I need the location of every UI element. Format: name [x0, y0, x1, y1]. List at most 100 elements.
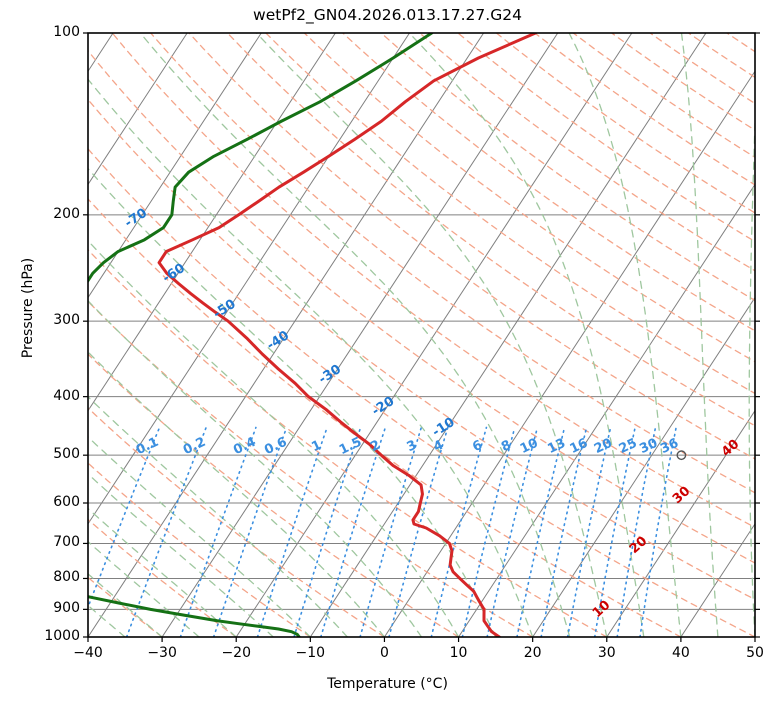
isotherm-line	[235, 33, 633, 637]
y-axis-tick-label: 500	[53, 446, 80, 463]
mixing-ratio-line	[388, 426, 449, 637]
moist-adiabat-line	[408, 33, 645, 637]
plot-content: -70-60-50-40-30-20-100.1 0.2 0.4 0.6 1 1.5 2 3 4…	[0, 20, 755, 638]
mixing-ratio-label: 16	[568, 436, 591, 457]
moist-adiabat-line	[88, 572, 163, 637]
y-axis-tick-label: 800	[53, 569, 80, 586]
dry-adiabat-line	[88, 147, 755, 637]
dewpoint-profile-line	[88, 33, 434, 637]
mixing-ratio-line	[566, 426, 612, 637]
moist-adiabat-line	[88, 540, 200, 637]
y-axis-tick-label: 100	[53, 24, 80, 40]
x-axis-tick-label: 50	[746, 645, 764, 661]
mixing-ratio-label: 0.2	[181, 435, 208, 458]
mixing-ratio-line	[293, 426, 362, 637]
y-axis-tick-label: 300	[53, 312, 80, 329]
dry-adiabat-line	[88, 300, 534, 637]
mixing-ratio-line	[359, 426, 423, 637]
isotherm-line	[161, 33, 559, 637]
mixing-ratio-label: 10	[518, 436, 541, 457]
mixing-ratio-label: 1	[309, 438, 324, 455]
mixing-ratio-label: 36	[658, 436, 681, 457]
y-axis-tick-label: 700	[53, 534, 80, 551]
parcel-marker	[676, 450, 687, 461]
dry-adiabat-line	[649, 33, 755, 105]
moist-adiabat-line	[139, 33, 571, 637]
x-axis-tick-label: 10	[449, 645, 468, 661]
isotherm-line	[383, 70, 755, 637]
dry-adiabat-line	[88, 462, 311, 637]
dry-adiabat-line	[418, 33, 755, 272]
mixing-ratio-label: 30	[637, 436, 660, 457]
dry-adiabat-line	[0, 33, 14, 637]
mixing-ratio-line	[486, 426, 539, 637]
dry-adiabat-line	[88, 576, 163, 637]
x-axis-tick-label: −20	[221, 645, 251, 661]
isotherm-line	[88, 33, 411, 525]
mixing-ratio-line	[125, 426, 207, 637]
dry-adiabat-line	[88, 248, 608, 637]
moist-adiabat-line	[88, 78, 534, 637]
moist-adiabat-line	[88, 473, 274, 637]
isotherm-line	[680, 522, 755, 637]
mixing-ratio-line	[461, 426, 516, 637]
moist-adiabat-line	[88, 167, 497, 637]
mixing-ratio-line	[320, 426, 387, 637]
mixing-ratio-line	[639, 426, 677, 637]
isotherm-line	[754, 636, 755, 637]
mixing-ratio-label: 0.4	[231, 435, 258, 458]
mixing-ratio-line	[179, 426, 257, 637]
isotherm-line	[88, 33, 336, 412]
dry-adiabat-line	[303, 33, 755, 363]
isotherm-line	[88, 33, 188, 186]
dry-adiabat-line	[88, 407, 386, 637]
moist-adiabat-line	[88, 299, 423, 637]
y-axis-tick-label: 1000	[44, 628, 80, 644]
x-axis-tick-label: −40	[73, 645, 103, 661]
plot-frame	[87, 32, 756, 638]
mixing-ratio-line	[256, 426, 328, 637]
moist-adiabat-line	[680, 33, 719, 637]
dry-adiabat-line	[88, 353, 460, 637]
page-title: wetPf2_GN04.2026.013.17.27.G24	[253, 6, 522, 24]
mixing-ratio-label: 25	[617, 436, 640, 457]
x-axis-tick-label: −30	[147, 645, 177, 661]
dry-adiabat-line	[380, 33, 755, 302]
mixing-ratio-line	[616, 426, 657, 637]
mixing-ratio-line	[88, 426, 161, 610]
moist-adiabat-line	[568, 33, 682, 637]
dry-adiabat-line	[88, 49, 755, 564]
dry-adiabat-line	[226, 33, 755, 427]
y-axis-tick-label: 200	[53, 205, 80, 222]
isotherm-line	[309, 33, 707, 637]
mixing-ratio-label: 0.1	[134, 435, 161, 458]
x-axis-tick-label: 30	[597, 645, 616, 661]
isotherm-line	[458, 183, 755, 637]
mixing-ratio-line	[430, 426, 488, 637]
dry-adiabat-line	[265, 33, 755, 395]
moist-adiabat-line	[88, 239, 460, 637]
theta-label: 30	[670, 484, 693, 507]
x-axis-tick-label: 20	[523, 645, 542, 661]
x-axis-label: Temperature (°C)	[327, 676, 448, 692]
moist-adiabat-line	[748, 103, 755, 637]
mixing-ratio-line	[593, 426, 636, 637]
dry-adiabat-line	[572, 33, 755, 159]
dry-adiabat-line	[188, 33, 755, 460]
y-axis-tick-label: 600	[53, 494, 80, 510]
mixing-ratio-line	[516, 426, 566, 637]
y-axis-tick-label: 400	[53, 387, 80, 404]
moist-adiabat-line	[255, 33, 608, 637]
isotherm-line	[88, 33, 262, 299]
moist-adiabat-line	[88, 351, 386, 637]
mixing-ratio-label: 20	[592, 436, 615, 457]
moist-adiabat-line	[0, 20, 14, 638]
dry-adiabat-line	[457, 33, 755, 243]
mixing-ratio-label: 13	[545, 436, 568, 457]
dry-adiabat-line	[111, 33, 755, 529]
dry-adiabat-line	[88, 518, 237, 637]
theta-label: 10	[590, 598, 613, 621]
y-axis-tick-label: 900	[53, 600, 80, 617]
